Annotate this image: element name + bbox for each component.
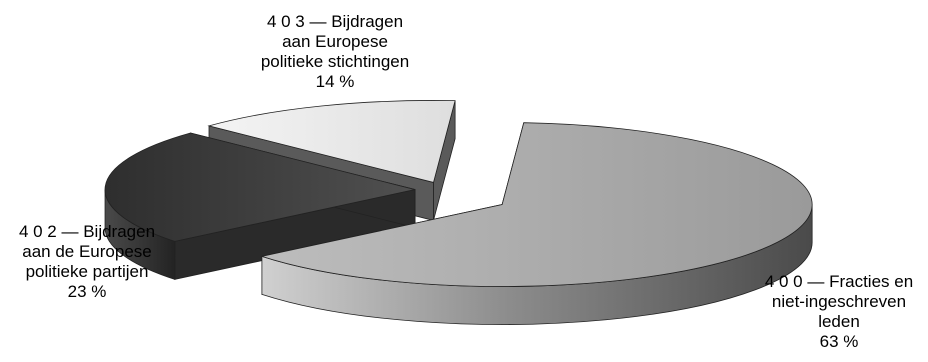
slice-label-400-percent: 63 % (819, 332, 859, 351)
slice-label-402-line-3: politieke partijen (25, 262, 149, 281)
slice-label-403-percent: 14 % (315, 72, 355, 91)
pie-slice-400 (260, 122, 813, 325)
pie-slice-402 (104, 132, 416, 280)
slice-label-403: 4 0 3 — Bijdragen aan Europese politieke… (220, 12, 450, 92)
slice-label-402-line-2: aan de Europese (22, 242, 152, 261)
pie-slice-400-top (260, 122, 813, 287)
slice-label-403-line-3: politieke stichtingen (260, 52, 410, 71)
slice-label-402: 4 0 2 — Bijdragen aan de Europese politi… (0, 222, 174, 302)
slice-label-400-line-1: 4 0 0 — Fracties en (764, 272, 914, 291)
slice-label-403-line-1: 4 0 3 — Bijdragen (266, 12, 404, 31)
slice-label-400: 4 0 0 — Fracties en niet-ingeschreven le… (750, 272, 928, 352)
slice-label-400-line-2: niet-ingeschreven (771, 292, 907, 311)
pie-slice-403-top (207, 100, 456, 183)
pie-slice-402-top (104, 132, 416, 242)
slice-label-400-line-3: leden (818, 312, 860, 331)
slice-label-402-line-1: 4 0 2 — Bijdragen (18, 222, 156, 241)
slice-label-403-line-2: aan Europese (282, 32, 388, 51)
slice-label-402-percent: 23 % (67, 282, 107, 301)
